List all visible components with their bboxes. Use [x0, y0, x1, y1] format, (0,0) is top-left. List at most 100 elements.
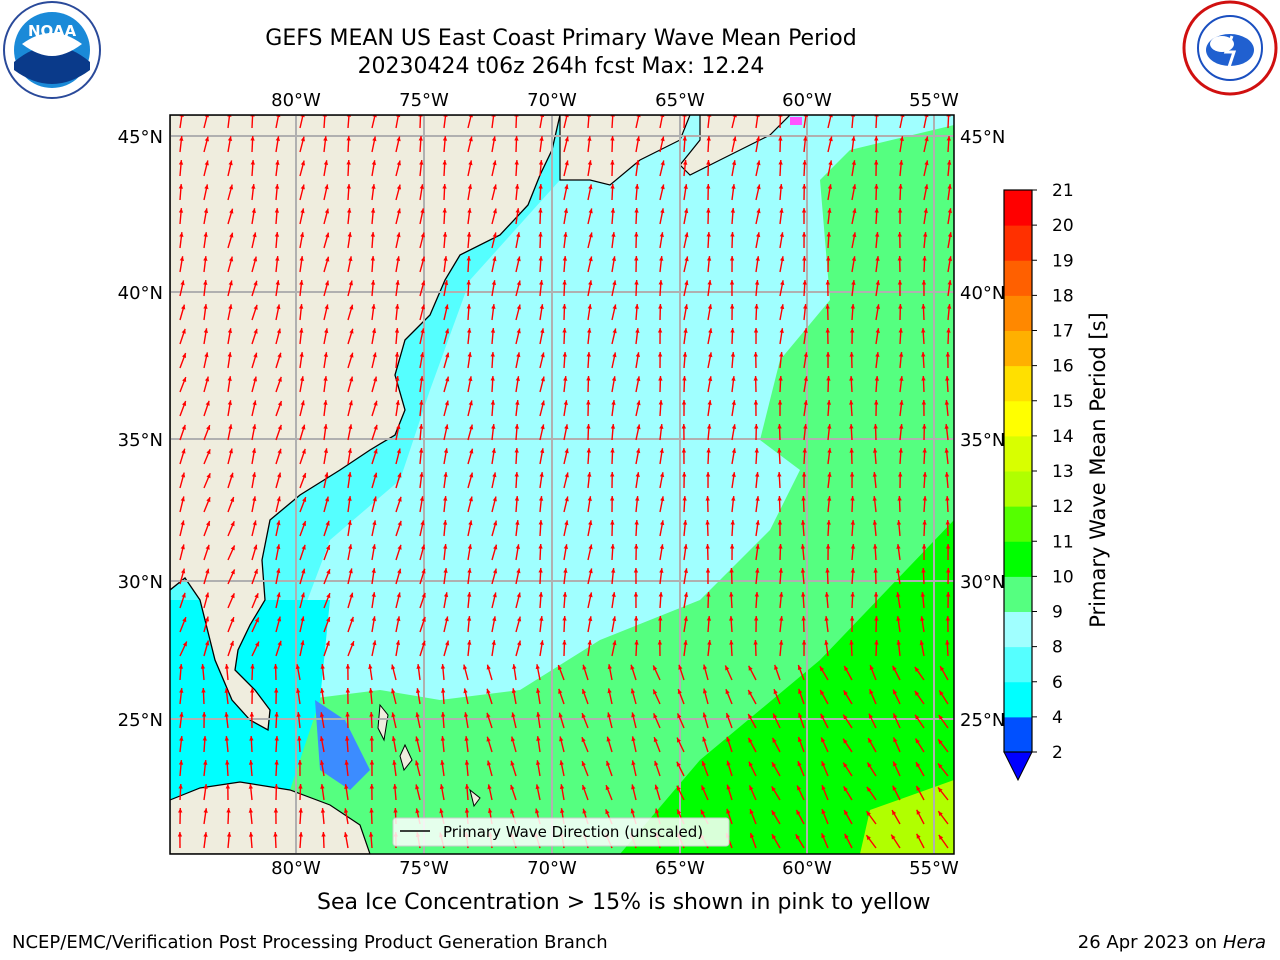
- wave-arrow: [826, 231, 831, 249]
- lat-tick-right: 40°N: [960, 283, 1005, 304]
- wave-arrow: [682, 375, 687, 393]
- wave-arrow: [371, 136, 377, 153]
- wave-arrow: [514, 423, 520, 441]
- wave-arrow: [251, 280, 258, 297]
- wave-arrow: [875, 256, 880, 273]
- wave-arrow: [849, 639, 854, 657]
- wave-arrow: [466, 303, 471, 321]
- wave-arrow: [873, 543, 878, 561]
- wave-arrow: [323, 520, 330, 537]
- wave-arrow: [416, 664, 421, 681]
- colorbar-segment: [1004, 646, 1032, 683]
- wave-arrow: [491, 472, 497, 489]
- colorbar-tick: 4: [1052, 708, 1063, 728]
- wave-arrow: [773, 688, 781, 705]
- wave-arrow: [391, 736, 397, 753]
- wave-arrow: [275, 496, 281, 513]
- wave-arrow: [631, 760, 637, 777]
- wave-arrow: [391, 688, 397, 705]
- wave-arrow: [467, 400, 473, 417]
- wave-arrow: [874, 615, 879, 633]
- wave-arrow: [323, 544, 331, 561]
- wave-arrow: [319, 760, 325, 777]
- wave-arrow: [707, 304, 713, 321]
- wave-arrow: [419, 208, 425, 225]
- wave-arrow: [706, 424, 712, 441]
- wave-arrow: [179, 352, 187, 369]
- wave-arrow: [467, 160, 473, 177]
- wave-arrow: [371, 616, 377, 633]
- wave-arrow: [224, 664, 230, 681]
- wave-arrow: [395, 304, 400, 321]
- wave-arrow: [587, 568, 593, 585]
- colorbar-segment: [1004, 576, 1032, 612]
- wave-arrow: [320, 688, 325, 705]
- wave-arrow: [730, 351, 736, 369]
- wave-arrow: [419, 328, 425, 345]
- wave-arrow: [659, 544, 664, 561]
- wave-arrow: [443, 352, 450, 369]
- wave-arrow: [897, 279, 903, 297]
- wave-arrow: [442, 135, 448, 153]
- wave-arrow: [729, 639, 734, 657]
- wave-arrow: [395, 184, 402, 201]
- wave-arrow: [251, 184, 256, 201]
- wave-arrow: [747, 737, 757, 753]
- wave-arrow: [777, 447, 782, 465]
- wave-arrow: [225, 759, 230, 777]
- wave-arrow: [442, 159, 447, 177]
- wave-arrow: [251, 352, 258, 369]
- wave-arrow: [345, 663, 351, 681]
- wave-arrow: [633, 615, 639, 633]
- wave-arrow: [923, 160, 929, 177]
- wave-arrow: [635, 352, 641, 369]
- wave-arrow: [419, 472, 424, 489]
- wave-arrow: [250, 159, 255, 177]
- wave-arrow: [299, 424, 306, 441]
- wave-arrow: [706, 256, 712, 273]
- wave-arrow: [467, 352, 472, 369]
- wave-arrow: [654, 784, 661, 801]
- wave-arrow: [610, 207, 616, 225]
- wave-arrow: [944, 472, 950, 489]
- wave-arrow: [419, 184, 424, 201]
- wave-arrow: [178, 807, 183, 825]
- wave-arrow: [562, 327, 567, 345]
- wave-arrow: [227, 256, 234, 273]
- wave-arrow: [611, 400, 616, 417]
- wave-arrow: [652, 713, 661, 729]
- wave-arrow: [610, 471, 615, 489]
- wave-arrow: [795, 833, 805, 849]
- wave-arrow: [440, 687, 446, 705]
- ocean-period-green-dark: [620, 520, 954, 854]
- wave-arrow: [491, 448, 496, 465]
- wave-arrow: [921, 543, 927, 561]
- wave-arrow: [611, 376, 617, 393]
- wave-arrow: [539, 304, 544, 321]
- wave-arrow: [755, 256, 760, 273]
- wave-arrow: [395, 616, 401, 633]
- wave-arrow: [875, 352, 880, 369]
- wave-arrow: [921, 351, 926, 369]
- wave-arrow: [827, 160, 833, 177]
- wave-arrow: [557, 664, 565, 681]
- wave-arrow: [875, 280, 880, 297]
- wave-arrow: [371, 184, 376, 201]
- wave-arrow: [586, 351, 591, 369]
- wave-arrow: [467, 424, 474, 441]
- wave-arrow: [395, 544, 402, 561]
- wave-arrow: [486, 664, 493, 681]
- wave-arrow: [203, 424, 211, 441]
- wave-arrow: [587, 616, 593, 633]
- wave-arrow: [227, 545, 236, 561]
- colorbar: 2 4 6 8 9 10 11 12 13 14 15 16 17 18 19 20 21: [1003, 181, 1074, 782]
- wave-arrow: [916, 809, 925, 825]
- wave-arrow: [275, 472, 282, 489]
- colorbar-label: Primary Wave Mean Period [s]: [1086, 312, 1110, 628]
- wave-arrow: [772, 713, 781, 729]
- wave-arrow: [827, 136, 833, 153]
- wave-arrow: [345, 687, 351, 705]
- wave-arrow: [491, 424, 496, 441]
- wave-arrow: [559, 736, 565, 753]
